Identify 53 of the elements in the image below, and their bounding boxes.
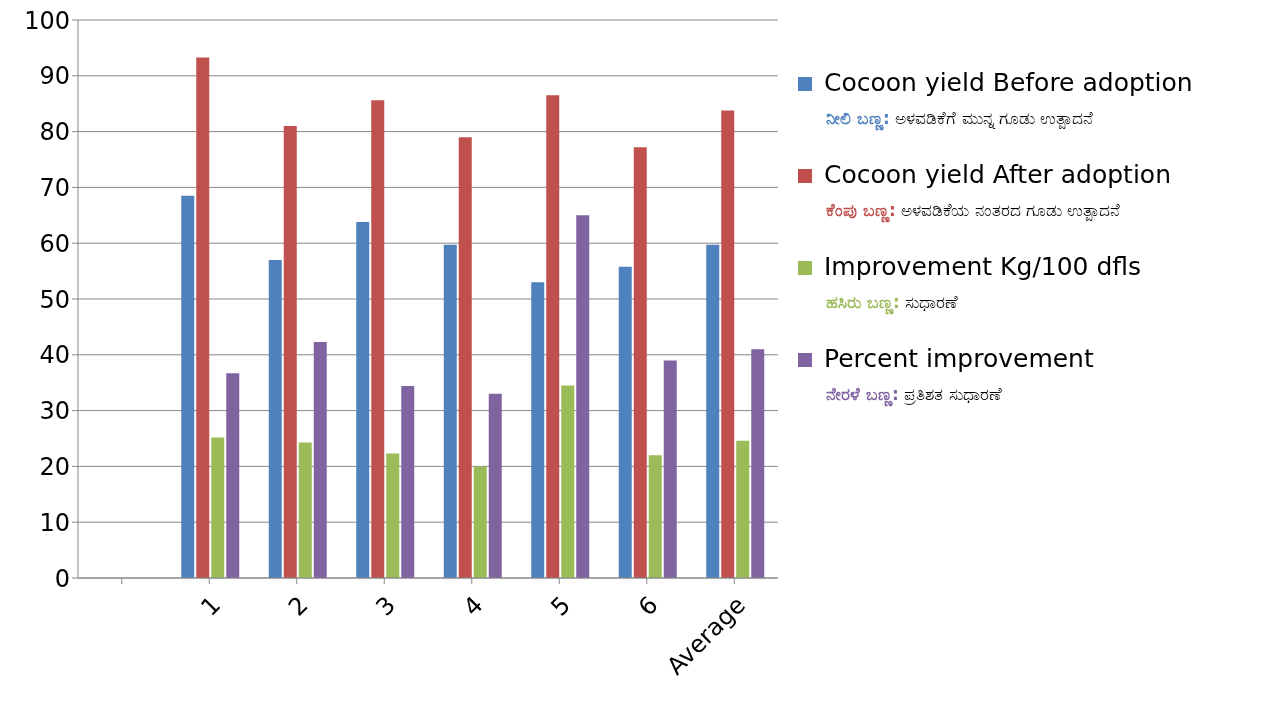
y-tick-label: 0 — [54, 564, 70, 593]
y-tick-label: 60 — [39, 229, 70, 258]
legend-label: Improvement Kg/100 dfls — [824, 251, 1142, 283]
text: ಹಸಿರು ಬಣ್ಣ: ಸುಧಾರಣೆ — [826, 291, 960, 317]
y-tick-label: 40 — [39, 341, 70, 370]
y-tick-label: 10 — [39, 508, 70, 537]
bar — [576, 215, 590, 578]
y-tick-label: 100 — [24, 6, 70, 35]
bar — [706, 244, 720, 578]
x-tick-label: 3 — [370, 590, 401, 622]
bar — [458, 137, 472, 578]
bar — [751, 349, 765, 578]
bar — [618, 266, 632, 578]
y-tick-label: 50 — [39, 285, 70, 314]
bar — [633, 147, 647, 578]
bar — [226, 373, 240, 578]
bar — [736, 440, 750, 578]
text: ನೇರಳೆ ಬಣ್ಣ: ಪ್ರತಿಶತ ಸುಧಾರಣೆ — [826, 383, 1003, 409]
bar — [371, 100, 385, 578]
y-tick-label: 70 — [39, 173, 70, 202]
bar — [401, 386, 415, 578]
bar — [648, 455, 662, 578]
x-tick-label: 5 — [545, 590, 576, 622]
bar — [313, 341, 327, 578]
bar — [211, 437, 225, 578]
legend-label: Cocoon yield Before adoption — [824, 67, 1193, 99]
bar — [531, 282, 545, 578]
x-tick-label: 1 — [195, 590, 226, 622]
y-tick-label: 20 — [39, 452, 70, 481]
bar — [546, 95, 560, 578]
bar — [488, 393, 502, 578]
bar — [298, 442, 312, 578]
bar — [473, 466, 487, 578]
text: ನೀಲಿ ಬಣ್ಣ: ಅಳವಡಿಕೆಗೆ ಮುನ್ನ ಗೂಡು ಉತ್ಪಾದನೆ — [826, 107, 1095, 133]
bar — [721, 110, 735, 578]
bar — [561, 385, 575, 578]
y-tick-label: 90 — [39, 62, 70, 91]
bar — [181, 195, 195, 578]
x-tick-label: 4 — [457, 590, 489, 622]
legend-label: Cocoon yield After adoption — [824, 159, 1171, 191]
bar — [196, 57, 210, 578]
x-tick-label: 2 — [282, 590, 314, 622]
bar — [356, 222, 370, 578]
bar — [283, 126, 297, 578]
bar — [443, 244, 457, 578]
x-tick-label: 6 — [632, 590, 664, 622]
text: ಕೆಂಪು ಬಣ್ಣ: ಅಳವಡಿಕೆಯ ನಂತರದ ಗೂಡು ಉತ್ಪಾದನೆ — [826, 199, 1122, 225]
legend-label: Percent improvement — [824, 343, 1094, 375]
y-tick-label: 80 — [39, 118, 70, 147]
y-tick-label: 30 — [39, 397, 70, 426]
bar — [268, 259, 282, 578]
bar — [386, 453, 400, 578]
bar — [663, 360, 677, 578]
